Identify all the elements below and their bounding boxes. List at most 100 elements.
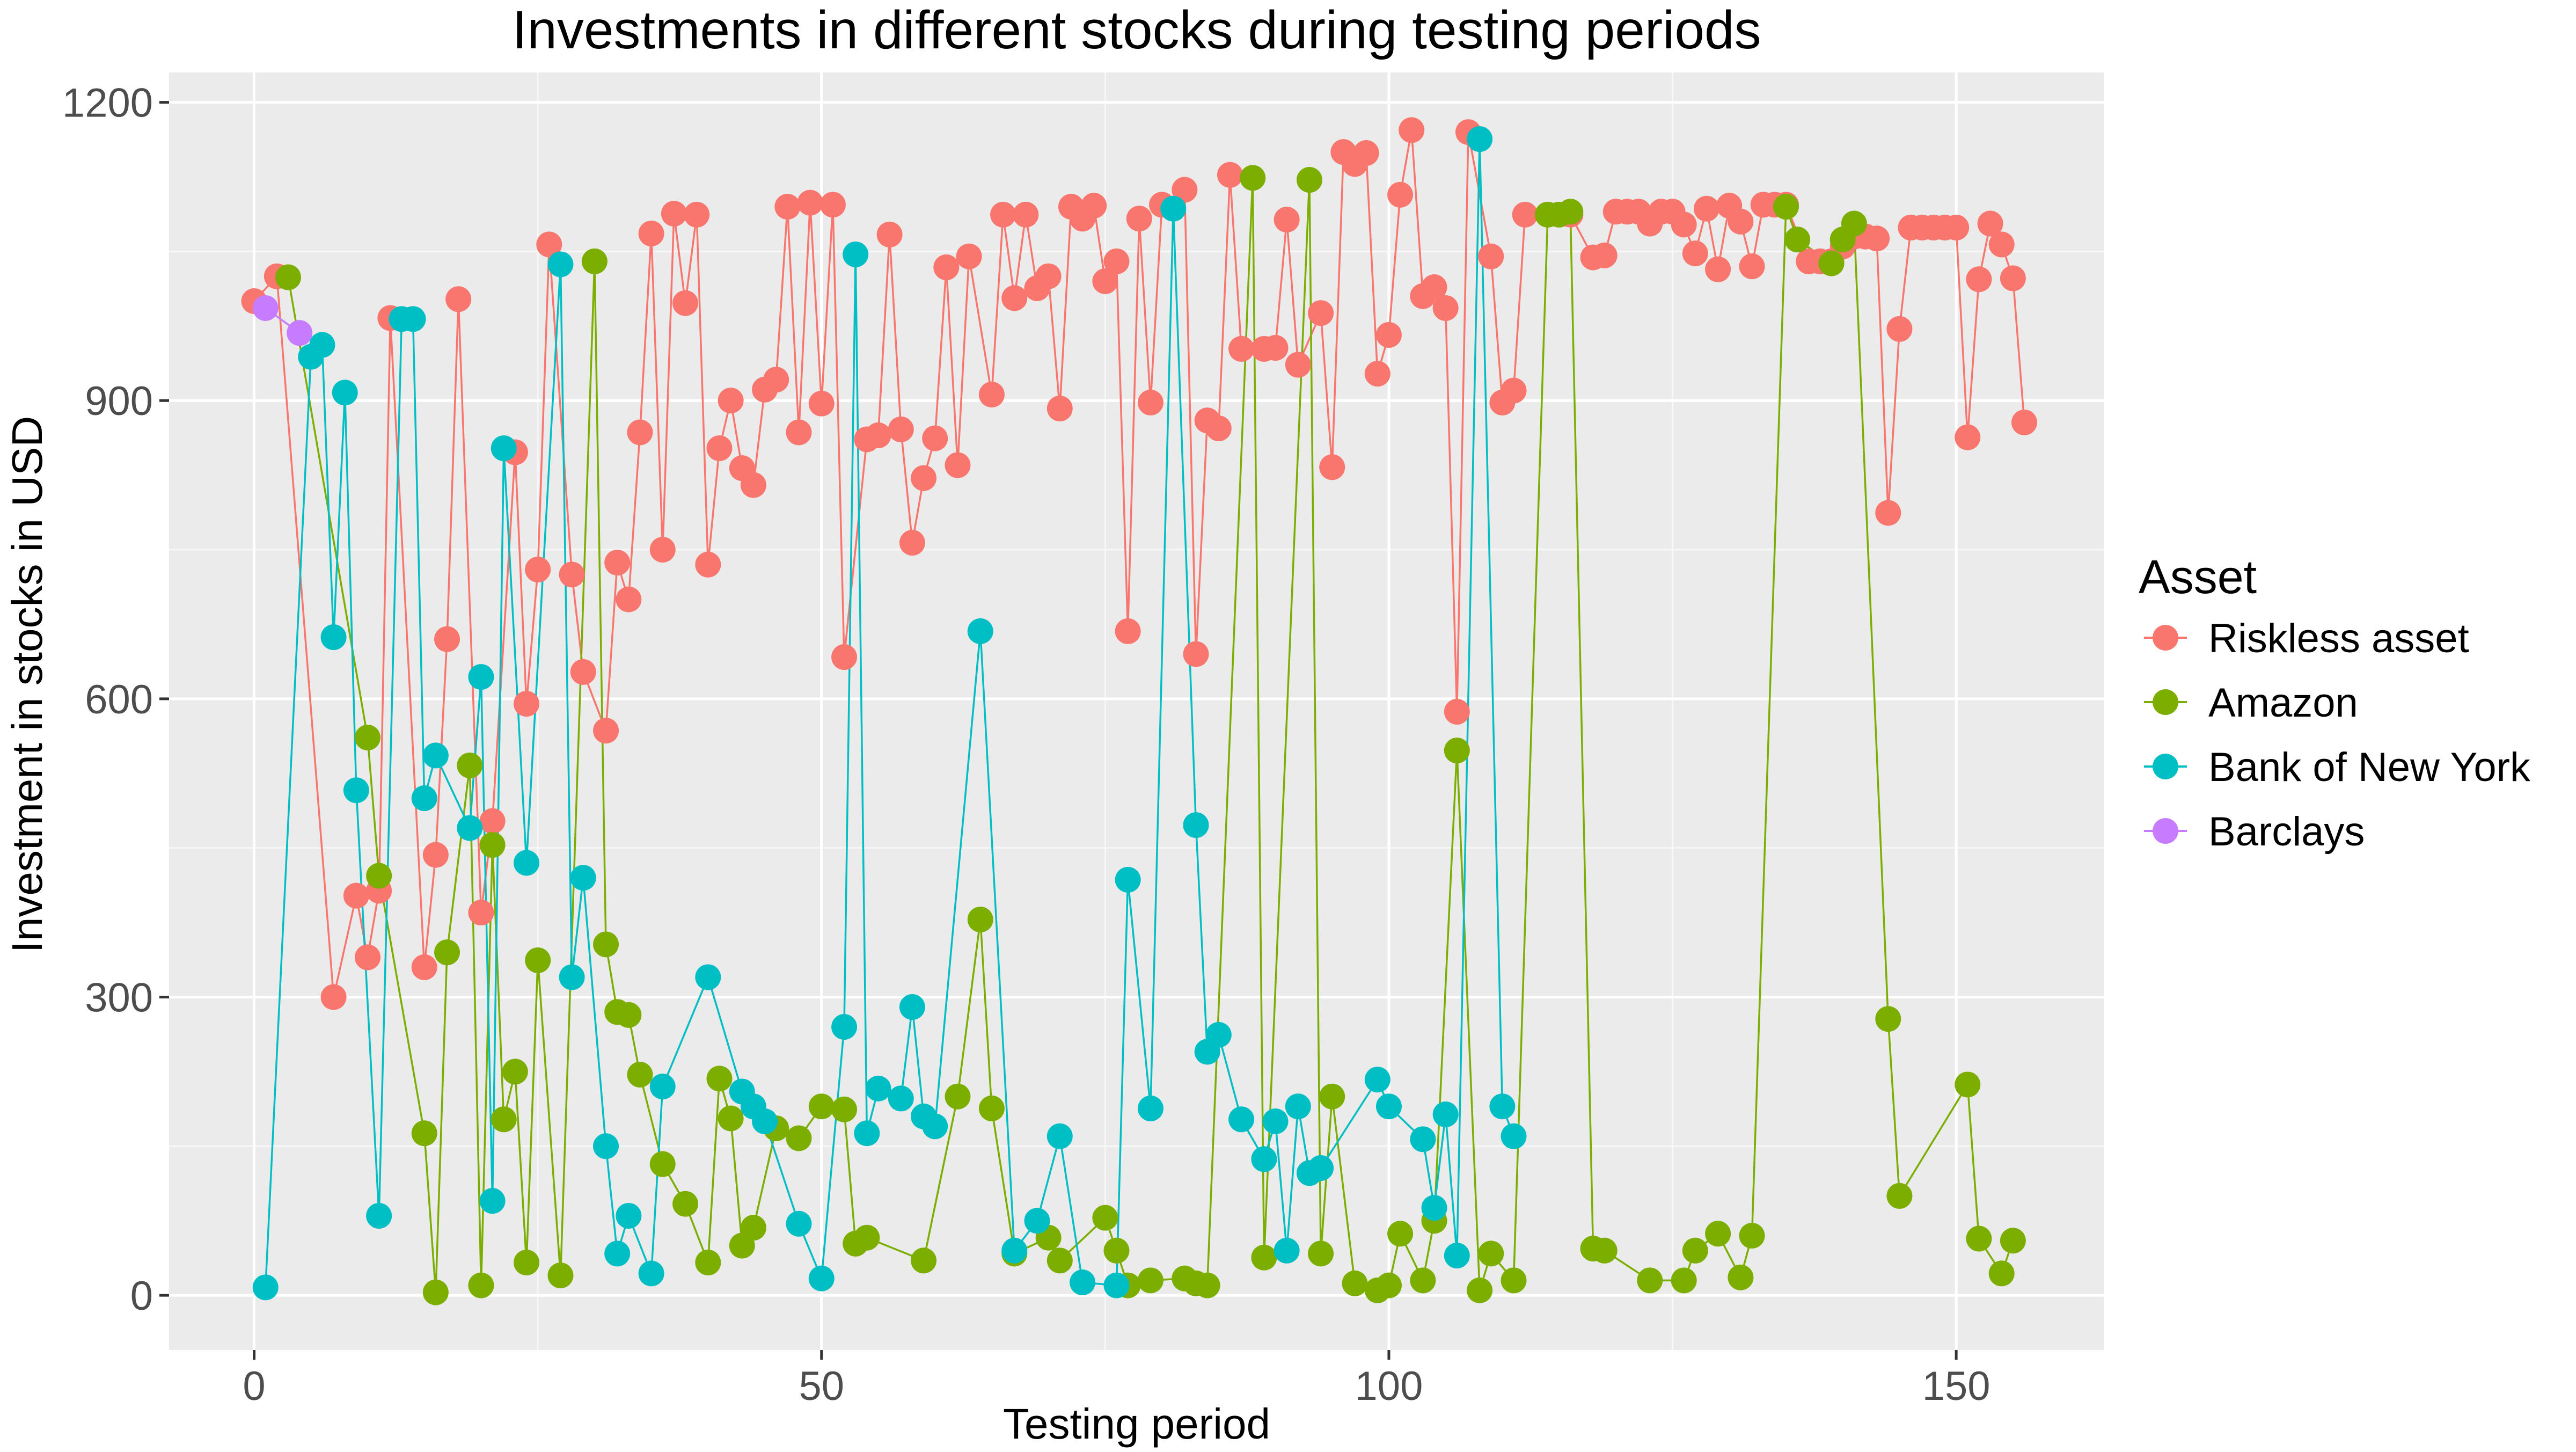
data-point-bank-of-new-york — [457, 815, 483, 841]
x-tick-label: 50 — [799, 1363, 844, 1409]
data-point-bank-of-new-york — [1205, 1021, 1232, 1048]
data-point-riskless-asset — [1035, 263, 1062, 289]
data-point-amazon — [1501, 1267, 1527, 1294]
data-point-riskless-asset — [831, 644, 858, 670]
data-point-bank-of-new-york — [422, 742, 449, 769]
data-point-amazon — [581, 248, 608, 274]
data-point-riskless-asset — [1375, 322, 1402, 348]
y-tick-label: 600 — [85, 677, 153, 723]
data-point-bank-of-new-york — [865, 1075, 891, 1101]
data-point-riskless-asset — [808, 390, 835, 417]
data-point-bank-of-new-york — [752, 1108, 778, 1135]
data-point-riskless-asset — [1955, 424, 1981, 450]
data-point-amazon — [1308, 1241, 1334, 1267]
data-point-riskless-asset — [355, 944, 381, 971]
data-point-amazon — [1046, 1247, 1073, 1274]
data-point-amazon — [740, 1215, 766, 1241]
data-point-amazon — [366, 863, 392, 889]
data-point-riskless-asset — [797, 189, 823, 216]
data-point-riskless-asset — [525, 557, 551, 583]
data-point-amazon — [1682, 1237, 1708, 1264]
data-point-bank-of-new-york — [514, 850, 540, 876]
data-point-riskless-asset — [786, 419, 812, 446]
data-point-bank-of-new-york — [854, 1120, 880, 1147]
data-point-riskless-asset — [343, 882, 369, 909]
data-point-amazon — [649, 1151, 676, 1177]
plot-area: 0 50 100 150 0 300 600 900 1200 — [62, 72, 2104, 1409]
data-point-bank-of-new-york — [332, 380, 358, 406]
data-point-amazon — [547, 1263, 574, 1289]
data-point-amazon — [1557, 199, 1584, 225]
data-point-bank-of-new-york — [366, 1202, 392, 1229]
legend-label-barclays: Barclays — [2208, 809, 2365, 855]
data-point-riskless-asset — [1103, 248, 1130, 274]
data-point-amazon — [1137, 1267, 1163, 1294]
data-point-bank-of-new-york — [479, 1188, 506, 1214]
data-point-riskless-asset — [865, 422, 891, 449]
data-point-bank-of-new-york — [638, 1260, 664, 1287]
y-tick-label: 1200 — [62, 81, 153, 126]
data-point-bank-of-new-york — [888, 1085, 914, 1112]
data-point-amazon — [786, 1125, 812, 1151]
data-point-bank-of-new-york — [1489, 1093, 1516, 1120]
data-point-amazon — [831, 1096, 858, 1122]
data-point-riskless-asset — [1512, 201, 1538, 228]
data-point-bank-of-new-york — [1251, 1146, 1277, 1172]
data-point-bank-of-new-york — [1070, 1269, 1096, 1296]
data-point-riskless-asset — [1682, 240, 1708, 267]
data-point-riskless-asset — [479, 808, 506, 834]
data-point-riskless-asset — [593, 718, 619, 744]
data-point-riskless-asset — [1353, 140, 1379, 166]
data-point-amazon — [1251, 1244, 1277, 1271]
data-point-riskless-asset — [2000, 265, 2026, 291]
data-point-riskless-asset — [933, 254, 960, 281]
data-point-riskless-asset — [899, 530, 925, 556]
legend-marker-bank-of-new-york — [2153, 754, 2178, 779]
data-point-bank-of-new-york — [1115, 866, 1141, 893]
data-point-riskless-asset — [1228, 335, 1255, 362]
data-point-barclays — [287, 320, 313, 346]
data-point-riskless-asset — [1092, 268, 1118, 294]
data-point-riskless-asset — [1001, 285, 1028, 311]
data-point-riskless-asset — [1705, 256, 1731, 282]
data-point-amazon — [1671, 1267, 1697, 1294]
data-point-bank-of-new-york — [1001, 1237, 1028, 1264]
data-point-bank-of-new-york — [695, 964, 721, 990]
data-point-bank-of-new-york — [1421, 1195, 1447, 1221]
data-point-bank-of-new-york — [1103, 1272, 1130, 1298]
data-point-riskless-asset — [763, 367, 789, 393]
data-point-riskless-asset — [1364, 361, 1391, 387]
data-point-bank-of-new-york — [343, 777, 369, 804]
data-point-amazon — [1103, 1237, 1130, 1264]
data-point-barclays — [252, 295, 279, 321]
legend-label-amazon: Amazon — [2208, 680, 2358, 726]
data-point-riskless-asset — [1478, 243, 1504, 269]
data-point-riskless-asset — [445, 286, 472, 312]
data-point-riskless-asset — [1693, 195, 1719, 222]
data-point-riskless-asset — [1081, 193, 1107, 219]
data-point-amazon — [1444, 738, 1470, 764]
data-point-amazon — [1875, 1006, 1901, 1032]
y-tick-label: 300 — [85, 975, 153, 1020]
data-point-bank-of-new-york — [468, 664, 494, 690]
data-point-bank-of-new-york — [1410, 1126, 1436, 1152]
data-point-riskless-asset — [774, 194, 801, 220]
data-point-amazon — [1319, 1083, 1345, 1110]
data-point-riskless-asset — [638, 221, 664, 247]
data-point-amazon — [706, 1066, 733, 1092]
data-point-riskless-asset — [616, 586, 642, 612]
x-tick-label: 0 — [243, 1363, 265, 1409]
data-point-riskless-asset — [411, 954, 437, 980]
y-tick-label: 0 — [130, 1273, 153, 1319]
data-point-riskless-asset — [922, 425, 948, 451]
data-point-bank-of-new-york — [1228, 1106, 1255, 1133]
data-point-riskless-asset — [536, 231, 562, 258]
data-point-riskless-asset — [1285, 352, 1311, 378]
data-point-bank-of-new-york — [1308, 1155, 1334, 1181]
data-point-riskless-asset — [1739, 253, 1765, 280]
data-point-amazon — [411, 1120, 437, 1147]
data-point-riskless-asset — [649, 537, 676, 563]
data-point-amazon — [1194, 1272, 1220, 1298]
data-point-riskless-asset — [1988, 231, 2015, 258]
data-point-riskless-asset — [990, 201, 1016, 228]
